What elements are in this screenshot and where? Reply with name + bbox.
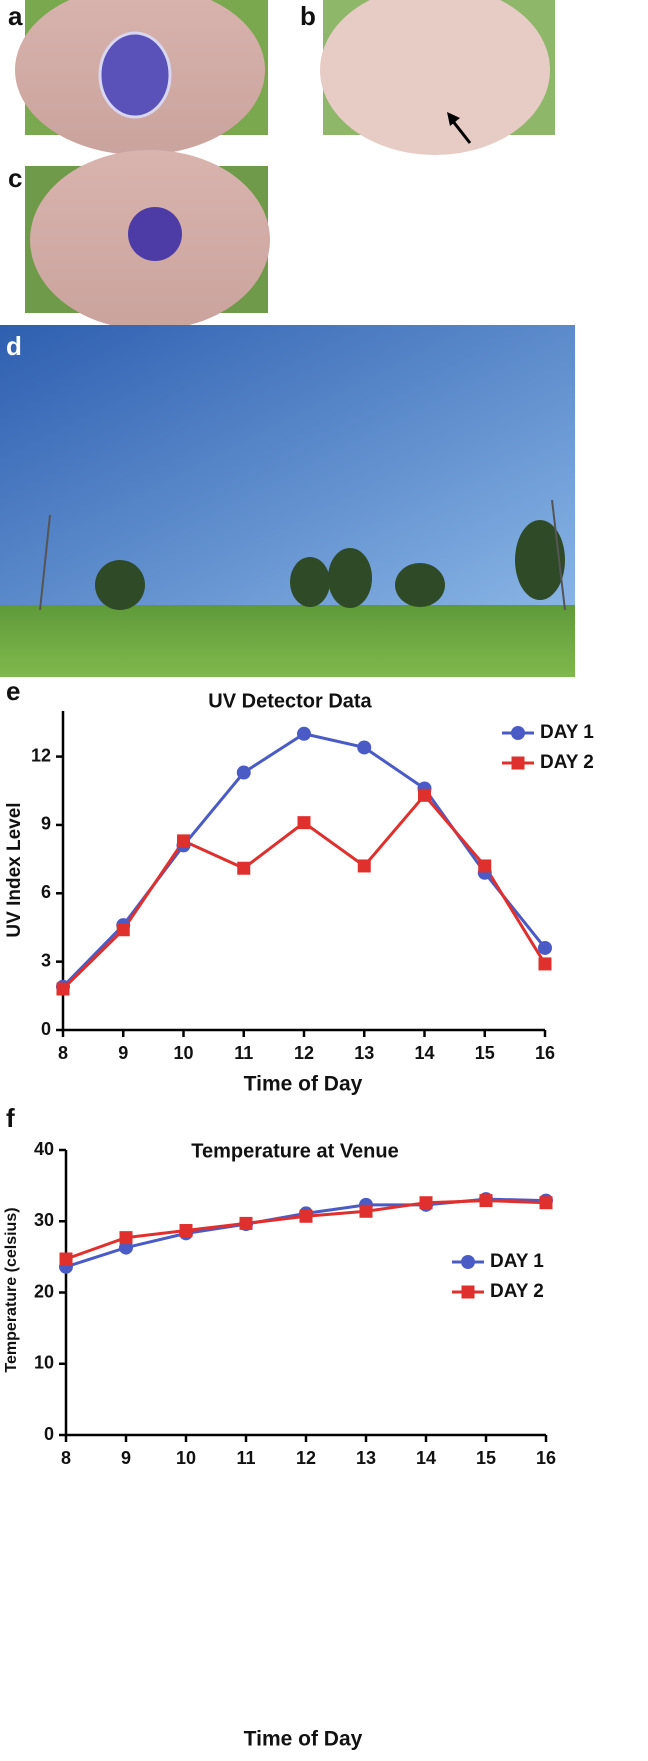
legend-label: DAY 1 bbox=[490, 1251, 544, 1272]
y-tick-label: 10 bbox=[34, 1353, 54, 1373]
photo-a bbox=[15, 0, 268, 155]
panel-label: a bbox=[8, 1, 23, 31]
marker bbox=[299, 1209, 313, 1223]
marker bbox=[179, 1224, 193, 1238]
marker bbox=[418, 788, 431, 802]
legend-swatch bbox=[461, 1285, 475, 1299]
photo-d bbox=[0, 325, 575, 677]
legend-label: DAY 2 bbox=[490, 1281, 544, 1302]
legend-swatch bbox=[461, 1255, 475, 1269]
photo-b bbox=[320, 0, 555, 155]
y-axis-label: Temperature (celsius) bbox=[3, 1207, 20, 1372]
y-tick-label: 0 bbox=[41, 1019, 51, 1039]
marker bbox=[297, 816, 311, 830]
x-tick-label: 13 bbox=[354, 1043, 374, 1063]
x-axis-label: Time of Day bbox=[244, 1073, 363, 1096]
x-tick-label: 9 bbox=[118, 1043, 128, 1063]
chart-title: Temperature at Venue bbox=[191, 1140, 398, 1162]
y-tick-label: 20 bbox=[34, 1281, 54, 1301]
x-tick-label: 11 bbox=[236, 1448, 255, 1468]
y-tick-label: 40 bbox=[34, 1139, 54, 1159]
x-tick-label: 8 bbox=[61, 1448, 71, 1468]
marker bbox=[538, 940, 552, 955]
marker bbox=[357, 740, 372, 755]
legend-label: DAY 1 bbox=[540, 722, 594, 743]
marker bbox=[539, 1196, 553, 1210]
x-tick-label: 13 bbox=[356, 1448, 376, 1468]
marker bbox=[119, 1231, 133, 1245]
legend-swatch bbox=[511, 756, 525, 770]
marker bbox=[236, 765, 251, 780]
marker bbox=[297, 726, 311, 741]
panel-label: f bbox=[6, 1103, 15, 1133]
marker bbox=[177, 834, 190, 848]
x-tick-label: 8 bbox=[58, 1043, 68, 1063]
x-tick-label: 9 bbox=[121, 1448, 131, 1468]
y-tick-label: 9 bbox=[41, 814, 51, 834]
marker bbox=[59, 1252, 73, 1266]
x-tick-label: 14 bbox=[414, 1043, 434, 1063]
x-tick-label: 14 bbox=[416, 1448, 436, 1468]
marker bbox=[116, 923, 130, 937]
legend-swatch bbox=[511, 726, 525, 740]
y-tick-label: 3 bbox=[41, 950, 51, 970]
x-tick-label: 15 bbox=[476, 1448, 496, 1468]
panel-label: e bbox=[6, 676, 20, 706]
x-tick-label: 10 bbox=[176, 1448, 196, 1468]
x-tick-label: 15 bbox=[475, 1043, 495, 1063]
chart-title: UV Detector Data bbox=[208, 690, 372, 712]
x-tick-label: 12 bbox=[296, 1448, 316, 1468]
x-tick-label: 16 bbox=[536, 1448, 556, 1468]
x-tick-label: 12 bbox=[294, 1043, 314, 1063]
x-tick-label: 11 bbox=[234, 1043, 253, 1063]
y-tick-label: 0 bbox=[44, 1424, 54, 1444]
marker bbox=[479, 1194, 493, 1208]
y-tick-label: 6 bbox=[41, 882, 51, 902]
x-tick-label: 16 bbox=[535, 1043, 555, 1063]
panel-label: b bbox=[300, 1, 316, 31]
marker bbox=[538, 957, 552, 971]
panel-label: c bbox=[8, 163, 22, 193]
x-tick-label: 10 bbox=[173, 1043, 193, 1063]
photo-c bbox=[25, 150, 270, 330]
marker bbox=[237, 861, 251, 875]
marker bbox=[478, 859, 492, 873]
legend-label: DAY 2 bbox=[540, 752, 594, 773]
y-tick-label: 12 bbox=[31, 745, 51, 765]
y-axis-label: UV Index Level bbox=[4, 802, 25, 937]
marker bbox=[239, 1216, 253, 1230]
marker bbox=[357, 859, 371, 873]
panel-label: d bbox=[6, 331, 22, 361]
x-axis-label: Time of Day bbox=[244, 1728, 363, 1751]
y-tick-label: 30 bbox=[34, 1210, 54, 1230]
marker bbox=[359, 1204, 373, 1218]
marker bbox=[419, 1196, 433, 1210]
series-line bbox=[61, 732, 547, 988]
marker bbox=[56, 982, 70, 996]
